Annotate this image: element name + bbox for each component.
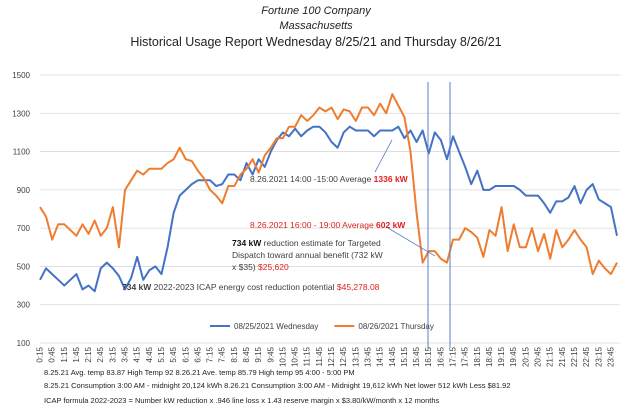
x-tick-label: 20:45 [534,346,543,367]
annotation-value: 602 kW [376,220,406,230]
x-tick-label: 6:15 [181,346,190,362]
x-tick-label: 15:15 [400,346,409,367]
x-tick-label: 17:45 [461,346,470,367]
title-state: Massachusetts [279,20,353,32]
annotation-text: reduction estimate for Targeted [261,238,381,248]
x-tick-label: 8:45 [242,346,251,362]
series-line [39,125,618,293]
series-line [39,93,618,276]
annotation-targeted-value: x $35) $25,620 [232,262,289,272]
x-tick-label: 14:15 [376,346,385,367]
x-tick-label: 12:45 [339,346,348,367]
annotation-lead: 734 kW [232,238,262,248]
x-tick-label: 18:45 [485,346,494,367]
x-tick-label: 7:45 [218,346,227,362]
annotation-value: 1336 kW [374,174,409,184]
y-tick-label: 1500 [12,71,30,80]
chart-title: Historical Usage Report Wednesday 8/25/2… [130,35,501,49]
x-tick-label: 10:45 [291,346,300,367]
x-tick-label: 23:45 [606,346,615,367]
x-tick-label: 12:15 [327,346,336,367]
x-tick-label: 21:15 [546,346,555,367]
x-tick-label: 16:15 [424,346,433,367]
annotation-peak: 8.26.2021 14:00 -15:00 Average 1336 kW [250,174,409,184]
x-tick-label: 19:45 [509,346,518,367]
x-tick-label: 11:15 [303,346,312,366]
x-tick-label: 20:15 [521,346,530,367]
x-tick-label: 9:15 [254,346,263,362]
x-tick-label: 5:45 [169,346,178,362]
note: 8.25.21 Avg. temp 83.87 High Temp 92 8.2… [44,368,355,377]
y-tick-label: 1300 [12,109,30,118]
x-tick-label: 4:45 [145,346,154,362]
annotation-targeted: 734 kW reduction estimate for Targeted [232,238,381,248]
x-tick-label: 3:45 [121,346,130,362]
y-tick-label: 500 [17,262,31,271]
title-company: Fortune 100 Company [261,5,372,17]
x-tick-label: 3:15 [108,346,117,362]
annotation-text: Dispatch toward annual benefit (732 kW [232,250,383,260]
legend-label: 08/26/2021 Thursday [358,322,433,331]
annotation-dispatch: 8.26.2021 16:00 - 19:00 Average 602 kW [250,220,406,230]
arrow [387,227,436,257]
y-tick-label: 900 [17,186,31,195]
x-tick-label: 22:45 [582,346,591,367]
annotation-value: $25,620 [258,262,289,272]
x-tick-label: 13:45 [363,346,372,367]
annotation-text: x $35) [232,262,258,272]
x-tick-label: 0:45 [48,346,57,362]
x-tick-label: 4:15 [133,346,142,362]
x-tick-label: 1:45 [72,346,81,362]
annotation-lead: 734 kW [122,282,152,292]
x-tick-label: 16:45 [436,346,445,367]
x-tick-label: 7:15 [206,346,215,362]
annotation-value: $45,278.08 [337,282,380,292]
note: 8.25.21 Consumption 3:00 AM - midnight 2… [44,381,511,390]
y-tick-label: 1100 [13,148,31,157]
x-tick-label: 21:45 [558,346,567,367]
annotation-text: 8.26.2021 16:00 - 19:00 Average [250,220,376,230]
arrow [374,139,393,173]
x-tick-label: 14:45 [388,346,397,367]
x-tick-label: 13:15 [351,346,360,367]
x-tick-label: 15:45 [412,346,421,367]
note: ICAP formula 2022-2023 = Number kW reduc… [44,396,440,405]
x-tick-label: 6:45 [193,346,202,362]
y-tick-label: 700 [17,224,31,233]
x-tick-label: 10:15 [278,346,287,367]
x-tick-label: 2:15 [84,346,93,362]
y-tick-label: 100 [17,339,31,348]
y-tick-label: 300 [17,301,31,310]
x-tick-label: 11:45 [315,346,324,366]
annotation-icap: 734 kW 2022-2023 ICAP energy cost reduct… [122,282,380,292]
x-tick-label: 5:15 [157,346,166,362]
x-tick-label: 23:15 [594,346,603,367]
x-tick-label: 0:15 [36,346,45,362]
x-tick-label: 2:45 [96,346,105,362]
x-tick-label: 19:15 [497,346,506,367]
x-tick-label: 18:15 [473,346,482,367]
x-tick-label: 1:15 [60,346,69,362]
annotation-text: 8.26.2021 14:00 -15:00 Average [250,174,374,184]
x-tick-label: 17:15 [449,346,458,367]
x-tick-label: 9:45 [266,346,275,362]
x-tick-label: 8:15 [230,346,239,362]
legend-label: 08/25/2021 Wednesday [234,322,318,331]
annotation-text: 2022-2023 ICAP energy cost reduction pot… [151,282,337,292]
x-tick-label: 22:15 [570,346,579,367]
